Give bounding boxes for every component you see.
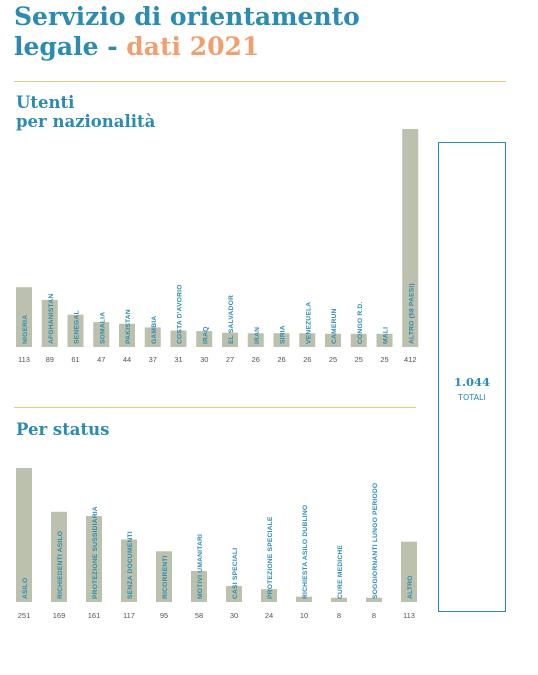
nationality-bar-nigeria bbox=[16, 287, 32, 347]
nationality-value-label-altro-58-paesi: 412 bbox=[404, 355, 417, 364]
nationality-value-label-iraq: 30 bbox=[200, 355, 208, 364]
nationality-value-label-nigeria: 113 bbox=[18, 355, 30, 364]
nationality-value-label-mali: 25 bbox=[380, 355, 388, 364]
page-title: Servizio di orientamento legale - dati 2… bbox=[14, 2, 360, 62]
nationality-value-label-iran: 26 bbox=[252, 355, 260, 364]
status-category-label-motivi-umanitari: MOTIVI UMANITARI bbox=[197, 534, 204, 599]
status-value-label-asilo: 251 bbox=[18, 611, 31, 620]
middle-divider bbox=[14, 407, 416, 408]
status-bar-chart: ASILO 251 RICHIEDENTI ASILO 169 PROTEZIONE S… bbox=[16, 468, 417, 620]
nationality-bar-siria bbox=[273, 333, 290, 347]
status-category-label-richiesta-asilo-dublino: RICHIESTA ASILO DUBLINO bbox=[302, 505, 309, 599]
status-bar-altro bbox=[401, 541, 417, 602]
status-category-label-cure-mediche: CURE MEDICHE bbox=[337, 545, 344, 599]
nationality-value-label-el-salvador: 27 bbox=[226, 355, 234, 364]
nationality-bar-venezuela bbox=[299, 333, 316, 347]
nationality-title-line-1: Utenti bbox=[16, 93, 75, 112]
status-value-label-protezione-sussidiaria: 161 bbox=[88, 611, 101, 620]
nationality-value-label-siria: 26 bbox=[277, 355, 285, 364]
nationality-section-title: Utenti per nazionalità bbox=[16, 93, 155, 131]
status-value-label-ricorrenti: 95 bbox=[160, 611, 168, 620]
status-bar-soggiornanti-lungo-periodo bbox=[366, 597, 382, 602]
nationality-value-label-venezuela: 26 bbox=[303, 355, 311, 364]
nationality-title-line-2: per nazionalità bbox=[16, 112, 156, 131]
status-value-label-casi-speciali: 30 bbox=[230, 611, 238, 620]
totals-label: TOTALI bbox=[458, 393, 486, 402]
nationality-bar-somalia bbox=[93, 322, 110, 347]
status-value-label-senza-documenti: 117 bbox=[123, 611, 135, 620]
status-value-label-altro: 113 bbox=[403, 611, 415, 620]
status-category-label-casi-speciali: CASI SPECIALI bbox=[232, 548, 239, 599]
nationality-bar-camerun bbox=[325, 333, 341, 347]
status-bar-richiesta-asilo-dublino bbox=[296, 596, 312, 602]
nationality-bar-senegal bbox=[67, 314, 84, 347]
nationality-category-label-congo-r-d: CONGO R.D. bbox=[357, 302, 364, 345]
nationality-category-label-somalia: SOMALIA bbox=[99, 312, 106, 344]
nationality-value-label-costa-d-avorio: 31 bbox=[174, 355, 182, 364]
nationality-category-label-iran: IRAN bbox=[254, 327, 261, 344]
nationality-category-label-senegal: SENEGAL bbox=[74, 310, 81, 344]
status-bar-motivi-umanitari bbox=[191, 571, 207, 602]
status-category-label-altro: ALTRO bbox=[407, 575, 414, 599]
status-bar-senza-documenti bbox=[121, 539, 137, 602]
nationality-category-label-camerun: CAMERUN bbox=[331, 308, 338, 344]
status-bar-ricorrenti bbox=[156, 551, 172, 602]
nationality-bar-altro-58-paesi bbox=[402, 129, 419, 347]
status-value-label-richiesta-asilo-dublino: 10 bbox=[300, 611, 308, 620]
nationality-category-label-altro-58-paesi: ALTRO (58 PAESI) bbox=[408, 283, 415, 344]
status-bar-asilo bbox=[16, 468, 32, 602]
top-divider bbox=[14, 81, 506, 82]
nationality-category-label-venezuela: VENEZUELA bbox=[305, 302, 312, 344]
status-category-label-soggiornanti-lungo-periodo: SOGGIORNANTI LUNGO PERIODO bbox=[372, 483, 379, 599]
nationality-category-label-nigeria: NIGERIA bbox=[22, 315, 29, 344]
totals-box: 1.044 TOTALI bbox=[438, 142, 506, 612]
nationality-value-label-afghanistan: 89 bbox=[46, 355, 54, 364]
nationality-value-label-senegal: 61 bbox=[71, 355, 79, 364]
nationality-category-label-mali: MALI bbox=[383, 327, 390, 344]
nationality-value-label-gambia: 37 bbox=[149, 355, 157, 364]
status-bar-protezione-speciale bbox=[261, 589, 277, 602]
status-category-label-protezione-sussidiaria: PROTEZIONE SUSSIDIARIA bbox=[92, 506, 99, 599]
status-category-label-ricorrenti: RICORRENTI bbox=[162, 555, 169, 599]
nationality-category-label-afghanistan: AFGHANISTAN bbox=[48, 294, 55, 344]
status-category-label-senza-documenti: SENZA DOCUMENTI bbox=[127, 531, 134, 599]
nationality-value-label-camerun: 25 bbox=[329, 355, 337, 364]
nationality-value-label-congo-r-d: 25 bbox=[355, 355, 363, 364]
status-category-label-richiedenti-asilo: RICHIEDENTI ASILO bbox=[57, 531, 64, 599]
nationality-category-label-siria: SIRIA bbox=[280, 325, 287, 344]
nationality-bar-mali bbox=[376, 333, 393, 347]
title-line-2-accent: dati 2021 bbox=[126, 32, 260, 61]
nationality-value-label-somalia: 47 bbox=[97, 355, 105, 364]
status-category-label-asilo: ASILO bbox=[22, 578, 29, 599]
status-value-label-protezione-speciale: 24 bbox=[265, 611, 273, 620]
status-category-label-protezione-speciale: PROTEZIONE SPECIALE bbox=[267, 516, 274, 599]
nationality-bar-afghanistan bbox=[41, 299, 58, 347]
title-line-1: Servizio di orientamento bbox=[14, 2, 360, 31]
status-bar-casi-speciali bbox=[226, 585, 242, 602]
nationality-bar-gambia bbox=[144, 327, 161, 347]
nationality-bar-costa-d-avorio bbox=[170, 330, 187, 347]
title-line-2-prefix: legale - bbox=[14, 32, 127, 61]
status-value-label-richiedenti-asilo: 169 bbox=[53, 611, 66, 620]
status-bar-protezione-sussidiaria bbox=[86, 516, 102, 602]
nationality-bar-pakistan bbox=[119, 323, 135, 347]
status-value-label-cure-mediche: 8 bbox=[337, 611, 341, 620]
nationality-category-label-pakistan: PAKISTAN bbox=[125, 309, 132, 344]
status-value-label-motivi-umanitari: 58 bbox=[195, 611, 203, 620]
nationality-bar-el-salvador bbox=[222, 332, 238, 347]
nationality-bar-iraq bbox=[196, 331, 213, 347]
nationality-bar-congo-r-d bbox=[350, 333, 367, 347]
totals-value: 1.044 bbox=[453, 375, 490, 389]
status-section-title: Per status bbox=[16, 420, 110, 439]
status-value-label-soggiornanti-lungo-periodo: 8 bbox=[372, 611, 376, 620]
nationality-value-label-pakistan: 44 bbox=[123, 355, 131, 364]
status-bar-cure-mediche bbox=[331, 597, 347, 602]
nationality-category-label-costa-d-avorio: COSTA D'AVORIO bbox=[177, 284, 184, 344]
nationality-category-label-iraq: IRAQ bbox=[202, 326, 209, 344]
nationality-bar-iran bbox=[247, 333, 264, 347]
nationality-category-label-el-salvador: EL SALVADOR bbox=[228, 295, 235, 344]
status-bar-richiedenti-asilo bbox=[51, 511, 67, 602]
nationality-bar-chart: NIGERIA 113 AFGHANISTAN 89 SENEGAL 61 SOMALIA 4… bbox=[16, 129, 419, 364]
nationality-category-label-gambia: GAMBIA bbox=[151, 316, 158, 344]
